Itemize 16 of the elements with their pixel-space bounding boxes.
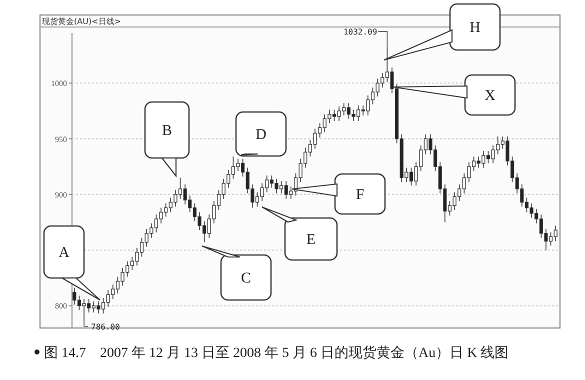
caption: 图 14.7 2007 年 12 月 13 日至 2008 年 5 月 6 日的现货黄金（Au）日 K 线图: [44, 345, 509, 361]
chart-title: 现货黄金(AU)<日线>: [42, 17, 121, 26]
annotation: B: [162, 123, 172, 139]
annotation: H: [470, 20, 481, 36]
annotation: E: [306, 232, 316, 248]
y-tick-label: 1000: [51, 79, 67, 88]
y-tick-label: 900: [55, 190, 67, 200]
annotation: D: [256, 127, 267, 143]
annotation: X: [484, 88, 496, 104]
y-tick-label: 950: [55, 134, 67, 144]
annotation: F: [356, 187, 364, 203]
price-label: 1032.09: [343, 27, 388, 48]
annotation: C: [240, 270, 252, 286]
annotation: 1032.09: [343, 27, 378, 36]
y-tick-label: 800: [55, 302, 67, 311]
text: A: [58, 245, 70, 261]
